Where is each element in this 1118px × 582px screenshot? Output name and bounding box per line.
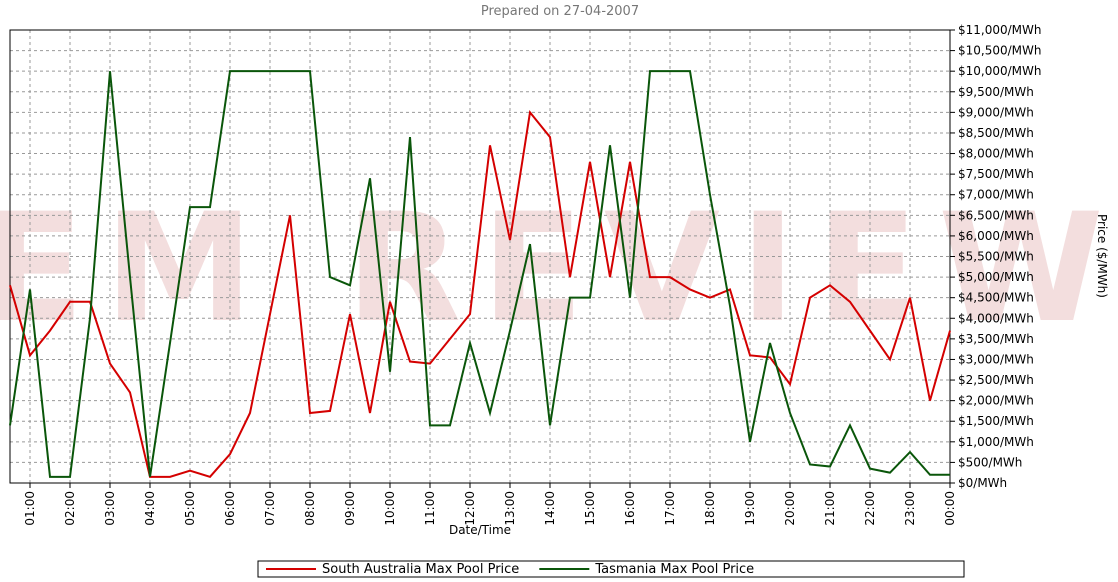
y-tick-label: $5,500/MWh [958,250,1034,264]
y-tick-label: $4,000/MWh [958,311,1034,325]
watermark: NEM REVIEW [0,182,1118,356]
x-tick-label: 23:00 [903,491,917,526]
y-tick-label: $9,000/MWh [958,105,1034,119]
x-tick-label: 17:00 [663,491,677,526]
x-tick-label: 08:00 [303,491,317,526]
x-tick-label: 15:00 [583,491,597,526]
x-tick-label: 19:00 [743,491,757,526]
y-tick-label: $0/MWh [958,476,1007,490]
x-tick-label: 22:00 [863,491,877,526]
x-tick-label: 06:00 [223,491,237,526]
x-tick-label: 05:00 [183,491,197,526]
y-tick-label: $11,000/MWh [958,23,1042,37]
y-tick-label: $10,500/MWh [958,44,1042,58]
y-tick-label: $10,000/MWh [958,64,1042,78]
series-line [9,109,951,478]
x-tick-label: 09:00 [343,491,357,526]
y-tick-label: $1,500/MWh [958,414,1034,428]
x-tick-label: 00:00 [943,491,957,526]
y-tick-label: $2,500/MWh [958,373,1034,387]
y-axis-label: Price ($/MWh) [1095,214,1109,298]
x-tick-label: 07:00 [263,491,277,526]
y-tick-label: $6,000/MWh [958,229,1034,243]
x-tick-label: 11:00 [423,491,437,526]
x-tick-label: 18:00 [703,491,717,526]
y-tick-label: $4,500/MWh [958,291,1034,305]
y-tick-label: $8,000/MWh [958,147,1034,161]
x-tick-label: 13:00 [503,491,517,526]
x-tick-label: 21:00 [823,491,837,526]
y-tick-label: $8,500/MWh [958,126,1034,140]
legend-box [257,560,965,578]
x-tick-label: 02:00 [63,491,77,526]
y-tick-label: $7,000/MWh [958,188,1034,202]
y-tick-label: $2,000/MWh [958,394,1034,408]
plot-frame [9,29,951,484]
y-tick-label: $500/MWh [958,455,1022,469]
legend-label: South Australia Max Pool Price [322,562,519,577]
x-tick-label: 04:00 [143,491,157,526]
y-tick-label: $9,500/MWh [958,85,1034,99]
y-tick-label: $3,000/MWh [958,352,1034,366]
x-tick-label: 20:00 [783,491,797,526]
chart-title: Prepared on 27-04-2007 [481,4,639,19]
x-tick-label: 14:00 [543,491,557,526]
x-tick-label: 12:00 [463,491,477,526]
y-tick-label: $6,500/MWh [958,208,1034,222]
x-tick-label: 10:00 [383,491,397,526]
x-tick-label: 03:00 [103,491,117,526]
legend-label: Tasmania Max Pool Price [594,562,754,577]
y-tick-label: $3,500/MWh [958,332,1034,346]
y-tick-label: $5,000/MWh [958,270,1034,284]
x-tick-label: 16:00 [623,491,637,526]
x-axis-label: Date/Time [449,523,511,537]
series-line [9,70,950,478]
y-tick-label: $7,500/MWh [958,167,1034,181]
x-tick-label: 01:00 [23,491,37,526]
y-tick-label: $1,000/MWh [958,435,1034,449]
